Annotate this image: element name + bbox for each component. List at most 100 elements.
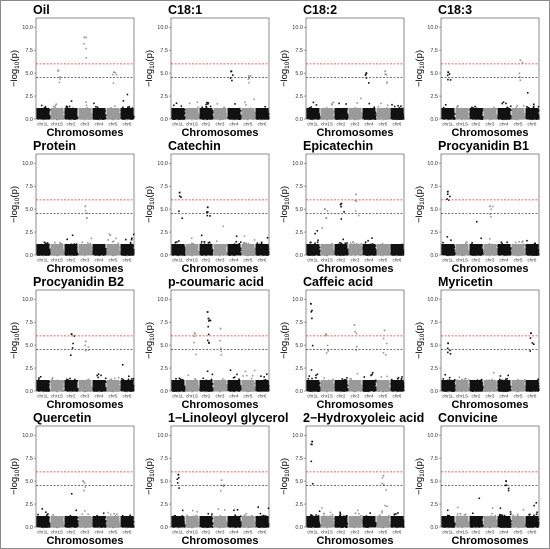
y-tick-label: 2.5 (295, 94, 303, 100)
snp-point (505, 102, 507, 105)
chromosome-band (171, 108, 185, 119)
chromosome-band (199, 108, 213, 119)
snp-point (519, 79, 522, 82)
snp-point (43, 107, 46, 109)
snp-point (175, 102, 178, 104)
snp-point (173, 104, 175, 107)
snp-point (444, 104, 447, 106)
x-tick-label: chr4 (95, 122, 104, 127)
panel-title: C18:1 (168, 3, 202, 17)
chromosome-band (441, 108, 455, 119)
x-tick-label: chr5 (514, 122, 523, 127)
plot-area (35, 17, 135, 120)
plot-area (170, 17, 270, 120)
snp-point (360, 97, 362, 100)
snp-point (449, 79, 452, 81)
snp-point (196, 101, 199, 103)
x-tick-label: chr6 (123, 122, 132, 127)
snp-point (52, 105, 55, 108)
x-tick-label: chr2 (472, 122, 481, 127)
snp-point (85, 104, 88, 107)
snp-point (110, 106, 113, 109)
snp-point (59, 78, 61, 80)
snp-point (57, 70, 59, 72)
snp-point (244, 101, 246, 104)
chromosome-band (241, 108, 255, 119)
y-axis-label-part: −log (279, 69, 290, 87)
snp-point (55, 103, 58, 105)
chromosome-band (36, 244, 50, 255)
snp-point (331, 104, 333, 106)
snp-point (393, 105, 396, 108)
snp-point (44, 106, 47, 108)
snp-point (368, 102, 371, 105)
snp-point (474, 105, 476, 108)
panel-title: C18:3 (438, 3, 472, 17)
x-axis-label: Chromosomes (451, 127, 528, 139)
snp-point (310, 106, 313, 108)
snp-point (332, 101, 335, 104)
peak-point (247, 74, 250, 77)
snp-point (245, 104, 247, 106)
snp-point (114, 105, 116, 107)
x-tick-label: chr4 (365, 122, 374, 127)
snp-point (247, 78, 250, 80)
x-tick-label: chr4 (230, 122, 239, 127)
snp-point (58, 81, 61, 84)
snp-point (391, 103, 393, 106)
snp-point (133, 116, 135, 118)
snp-point (253, 98, 255, 101)
snp-point (521, 61, 524, 64)
snp-point (216, 103, 219, 105)
x-tick-label: chr6 (393, 122, 402, 127)
snp-point (532, 106, 535, 109)
snp-point (90, 237, 93, 240)
chromosome-band (78, 108, 92, 119)
chromosome-band (483, 108, 497, 119)
snp-point (112, 73, 114, 76)
snp-point (248, 81, 250, 84)
snp-point (85, 101, 87, 103)
y-tick-label: 7.5 (295, 48, 303, 54)
y-axis-label-part: (p) (279, 50, 290, 62)
snp-point (54, 106, 56, 109)
snp-point (356, 102, 358, 104)
snp-point (118, 109, 121, 112)
snp-point (223, 106, 225, 108)
x-tick-label: chr1L (172, 122, 184, 127)
snp-point (501, 102, 503, 105)
x-tick-label: chr6 (528, 122, 537, 127)
y-axis-label-part: (p) (9, 50, 20, 62)
snp-point (386, 81, 388, 84)
snp-point (197, 106, 200, 108)
chromosome-band (50, 244, 64, 255)
y-tick-label: 10.0 (292, 25, 303, 31)
peak-point (447, 71, 450, 74)
snp-point (446, 74, 449, 77)
snp-point (65, 106, 68, 108)
snp-point (87, 242, 89, 244)
y-axis-label-part: (p) (414, 50, 425, 62)
chromosome-band (36, 108, 50, 119)
snp-point (385, 74, 388, 76)
chromosome-band (511, 108, 525, 119)
snp-point (59, 76, 61, 78)
y-tick-label: 10.0 (157, 25, 168, 31)
x-tick-label: chr1L (307, 122, 319, 127)
snp-point (526, 106, 528, 108)
snp-point (380, 102, 382, 105)
snp-point (377, 105, 380, 108)
snp-point (373, 106, 375, 109)
x-tick-label: chr1S (321, 122, 333, 127)
y-tick-label: 7.5 (25, 48, 33, 54)
snp-point (209, 105, 212, 108)
snp-point (62, 111, 65, 114)
panel-title: C18:2 (303, 3, 337, 17)
snp-point (180, 105, 183, 107)
snp-point (518, 72, 521, 75)
snp-point (85, 36, 87, 39)
snp-point (471, 106, 473, 109)
y-axis-label: −log10(p) (9, 50, 21, 87)
y-tick-label: 0.0 (295, 117, 303, 123)
